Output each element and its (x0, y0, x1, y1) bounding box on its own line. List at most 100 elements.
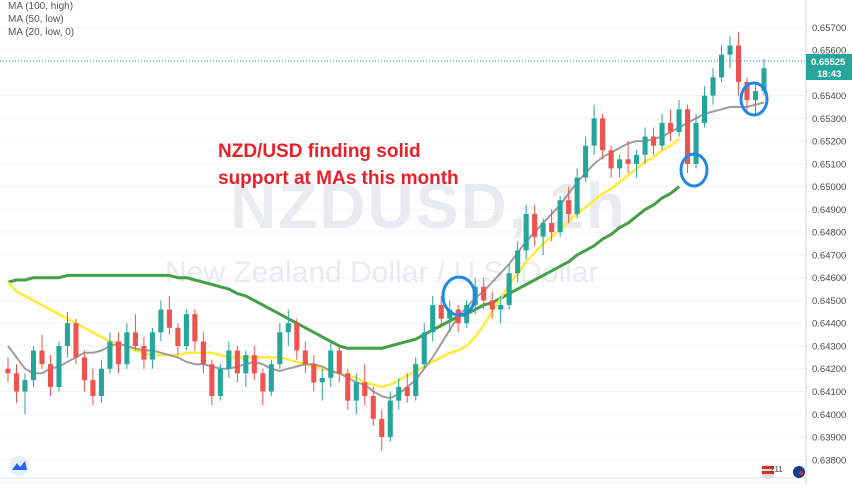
candle (498, 295, 504, 324)
candle-body (430, 305, 436, 333)
tradingview-logo-icon[interactable] (9, 456, 29, 476)
candle (268, 359, 274, 397)
price-axis[interactable]: 0.65700 0.65600 0.65400 0.65300 0.65200 0.651… (805, 0, 852, 485)
candle (124, 323, 130, 369)
candle (506, 264, 512, 310)
price-tick-label: 0.64300 (812, 341, 846, 352)
candle-body (217, 368, 223, 397)
candle-body (396, 386, 402, 401)
candle-body (30, 350, 37, 381)
candle-body (557, 200, 563, 233)
legend-ma100[interactable]: MA (100, high) (8, 1, 74, 12)
candle-body (651, 136, 657, 146)
candle (158, 300, 164, 342)
candle (226, 341, 232, 378)
candle-body (73, 323, 79, 358)
candle (56, 341, 62, 392)
candle (217, 364, 223, 401)
us-flag-icon (761, 465, 775, 479)
candle (345, 368, 351, 410)
candle (183, 309, 189, 351)
price-tick-label: 0.64500 (812, 296, 846, 307)
candle (727, 36, 733, 69)
candle-body (98, 368, 104, 397)
legend-ma50[interactable]: MA (50, low) (8, 14, 64, 25)
candle-body (752, 91, 759, 101)
candle (200, 332, 206, 374)
candle (64, 311, 71, 358)
candle-body (489, 300, 495, 310)
price-tick-label: 0.65100 (812, 159, 846, 170)
candle-body (566, 200, 572, 214)
candle-body (549, 223, 555, 233)
candle-body (676, 109, 682, 133)
candle-body (277, 332, 283, 365)
candle-body (226, 350, 232, 369)
candle-body (634, 154, 640, 164)
candle-body (498, 305, 504, 310)
candle-body (583, 145, 589, 178)
candle-body (234, 350, 240, 374)
candle (73, 318, 79, 365)
candle (370, 386, 376, 426)
candle (362, 364, 368, 406)
candle-body (285, 323, 291, 333)
price-tick-label: 0.64400 (812, 319, 846, 330)
price-tick-label: 0.65000 (812, 182, 846, 193)
nz-flag-icon (793, 466, 805, 478)
candle-body (387, 400, 393, 438)
candle (523, 204, 529, 260)
candle-body (523, 213, 529, 251)
candle (744, 77, 750, 114)
candle (659, 113, 665, 151)
candle (149, 327, 155, 369)
candle-body (209, 364, 215, 397)
candle-body (243, 355, 249, 374)
candle-body (668, 122, 674, 133)
candle-body (353, 382, 359, 401)
candle-body (404, 386, 410, 397)
candle (81, 350, 87, 392)
candle (676, 100, 682, 137)
candle (625, 141, 631, 173)
candle-body (625, 159, 631, 164)
candle (481, 277, 487, 310)
candle-body (735, 45, 742, 82)
candle (566, 186, 572, 224)
candle-body (22, 380, 28, 392)
grid (0, 26, 806, 484)
candle-body (659, 122, 665, 146)
legend-ma20[interactable]: MA (20, low, 0) (8, 27, 75, 38)
candle-body (47, 364, 54, 387)
candle (353, 373, 359, 415)
indicator-legend: MA (100, high) MA (50, low) MA (20, low,… (8, 0, 74, 39)
annotation: NZD/USD finding solid support at MAs thi… (218, 141, 459, 189)
candle (489, 291, 495, 319)
candle-body (64, 323, 71, 346)
candle (591, 104, 597, 155)
candle-body (175, 327, 181, 346)
candle-body (362, 382, 368, 397)
candle-body (81, 357, 87, 381)
candle-body (200, 341, 206, 365)
candle (379, 409, 385, 451)
candle (701, 86, 708, 128)
ma20-line (7, 101, 765, 400)
candle (243, 350, 249, 387)
candle-body (124, 332, 130, 365)
candle (421, 323, 427, 369)
event-count-badge: 211 (770, 465, 783, 474)
candle-body (600, 118, 606, 151)
candle-body (574, 177, 580, 214)
candle-body (56, 345, 62, 387)
candle-body (328, 350, 334, 378)
candle-body (115, 341, 121, 365)
candle-body (107, 341, 113, 369)
candle (234, 345, 240, 383)
candle (175, 323, 181, 356)
candle-body (192, 314, 198, 342)
price-axis-bg (806, 0, 852, 485)
candle (574, 168, 580, 219)
